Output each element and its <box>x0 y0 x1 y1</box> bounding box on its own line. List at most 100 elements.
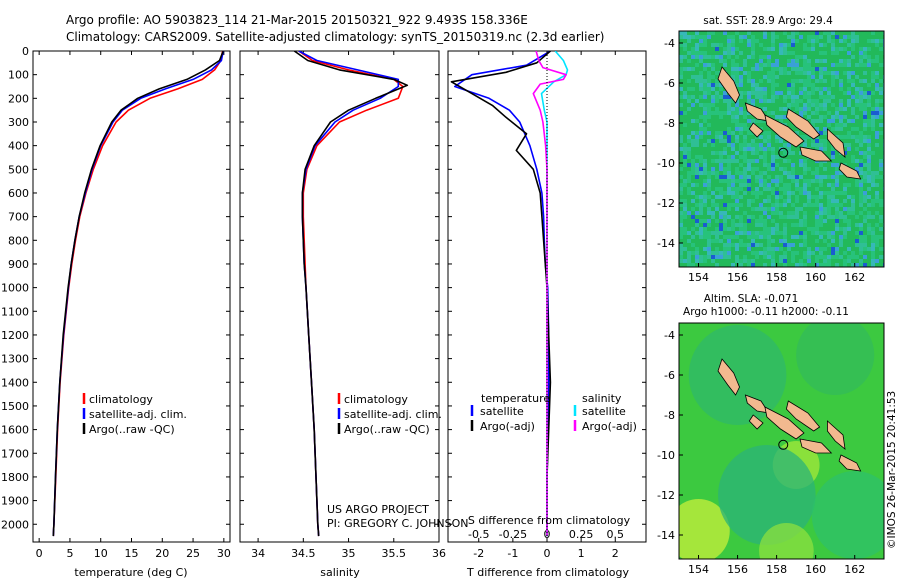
sst-cell <box>855 223 859 227</box>
sst-cell <box>863 251 867 255</box>
sst-cell <box>779 171 783 175</box>
sst-cell <box>831 67 835 71</box>
sst-cell <box>735 63 739 67</box>
sst-cell <box>879 131 883 135</box>
sst-cell <box>687 59 691 63</box>
sst-cell <box>755 79 759 83</box>
sst-cell <box>719 95 723 99</box>
sst-cell <box>727 139 731 143</box>
sst-cell <box>691 43 695 47</box>
sst-cell <box>739 175 743 179</box>
sst-cell <box>707 239 711 243</box>
sst-cell <box>839 247 843 251</box>
sst-cell <box>783 43 787 47</box>
ytick-label: 300 <box>8 116 29 129</box>
sst-cell <box>827 215 831 219</box>
sst-cell <box>835 115 839 119</box>
sst-cell <box>875 179 879 183</box>
sst-cell <box>703 127 707 131</box>
sst-cell <box>791 167 795 171</box>
sst-cell <box>871 55 875 59</box>
sst-cell <box>867 143 871 147</box>
sst-cell <box>687 67 691 71</box>
sst-cell <box>807 263 811 267</box>
sst-cell <box>823 79 827 83</box>
sst-cell <box>723 47 727 51</box>
sst-cell <box>871 119 875 123</box>
sst-cell <box>731 143 735 147</box>
sst-cell <box>743 183 747 187</box>
sst-cell <box>815 243 819 247</box>
sst-cell <box>871 211 875 215</box>
sst-cell <box>731 191 735 195</box>
sst-cell <box>847 59 851 63</box>
sst-cell <box>727 207 731 211</box>
sst-cell <box>739 195 743 199</box>
map-ytick-label: -10 <box>657 449 675 462</box>
sst-cell <box>831 127 835 131</box>
sst-cell <box>879 63 883 67</box>
sst-cell <box>775 147 779 151</box>
sst-cell <box>699 59 703 63</box>
sst-cell <box>835 47 839 51</box>
sst-cell <box>867 219 871 223</box>
sst-cell <box>787 235 791 239</box>
sst-cell <box>859 263 863 267</box>
sst-cell <box>803 175 807 179</box>
sst-cell <box>771 171 775 175</box>
sst-cell <box>767 83 771 87</box>
sst-cell <box>691 75 695 79</box>
sst-cell <box>707 199 711 203</box>
sst-cell <box>707 63 711 67</box>
sst-cell <box>703 187 707 191</box>
sst-cell <box>755 219 759 223</box>
sst-cell <box>839 191 843 195</box>
sst-cell <box>859 135 863 139</box>
sst-cell <box>743 155 747 159</box>
sst-cell <box>747 143 751 147</box>
sst-cell <box>843 75 847 79</box>
sst-cell <box>863 55 867 59</box>
sst-cell <box>695 203 699 207</box>
sst-cell <box>803 51 807 55</box>
sst-cell <box>859 107 863 111</box>
sst-cell <box>727 59 731 63</box>
sst-cell <box>867 79 871 83</box>
sst-cell <box>843 143 847 147</box>
sst-cell <box>859 143 863 147</box>
sst-cell <box>683 63 687 67</box>
sst-cell <box>699 103 703 107</box>
island <box>764 114 805 148</box>
sst-cell <box>763 139 767 143</box>
sst-cell <box>843 39 847 43</box>
sst-cell <box>835 155 839 159</box>
sst-cell <box>859 179 863 183</box>
sst-cell <box>795 199 799 203</box>
sst-cell <box>855 75 859 79</box>
sst-cell <box>727 155 731 159</box>
sst-cell <box>679 75 683 79</box>
sst-cell <box>863 75 867 79</box>
sst-cell <box>751 203 755 207</box>
sst-cell <box>871 243 875 247</box>
sst-cell <box>811 51 815 55</box>
sst-cell <box>763 99 767 103</box>
sst-cell <box>719 63 723 67</box>
sst-cell <box>751 179 755 183</box>
sst-cell <box>783 115 787 119</box>
sst-cell <box>795 251 799 255</box>
sst-cell <box>811 231 815 235</box>
sst-cell <box>871 103 875 107</box>
sst-cell <box>795 155 799 159</box>
sst-cell <box>771 239 775 243</box>
sst-cell <box>771 259 775 263</box>
sst-cell <box>791 75 795 79</box>
sst-cell <box>839 135 843 139</box>
sst-cell <box>699 223 703 227</box>
sst-cell <box>755 151 759 155</box>
sst-cell <box>835 75 839 79</box>
sst-cell <box>859 83 863 87</box>
sst-cell <box>707 51 711 55</box>
sst-cell <box>783 99 787 103</box>
sst-cell <box>851 79 855 83</box>
